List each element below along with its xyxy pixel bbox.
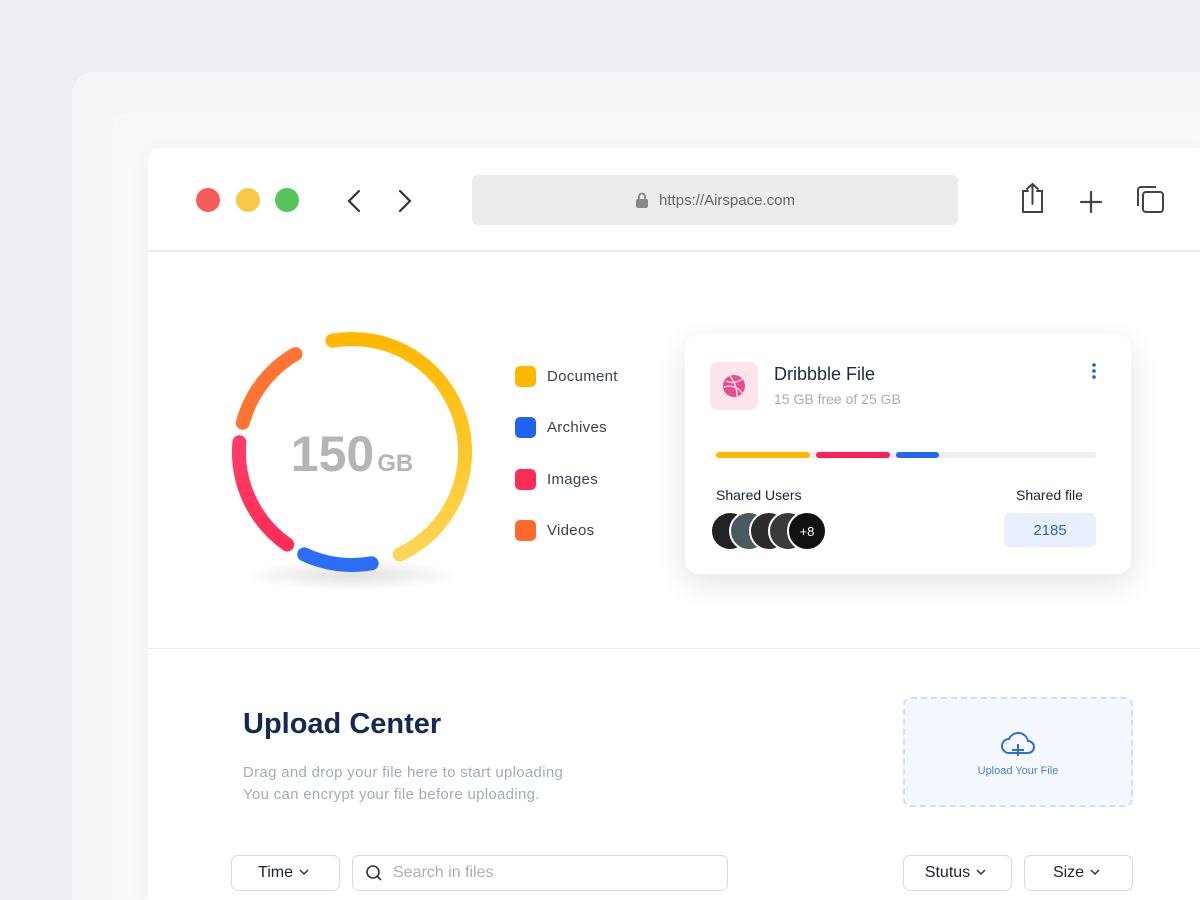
avatar-more[interactable]: +8 — [787, 511, 827, 551]
upload-title: Upload Center — [243, 708, 442, 740]
donut-segment-document — [325, 331, 473, 562]
legend-swatch — [515, 469, 536, 490]
section-divider — [148, 648, 1200, 649]
card-menu[interactable] — [1088, 362, 1100, 382]
total-value: 150 — [290, 426, 375, 482]
legend-item: Videos — [515, 520, 594, 541]
search-placeholder: Search in files — [393, 864, 494, 881]
toolbar-icons — [1022, 182, 1164, 214]
status-label: Stutus — [924, 864, 971, 881]
dribbble-ball — [723, 375, 745, 397]
upload-button-label: Upload Your File — [977, 765, 1059, 777]
size-filter[interactable]: Size — [1024, 855, 1133, 891]
share-icon[interactable] — [1022, 182, 1043, 213]
dribbble-icon — [710, 362, 758, 410]
size-label: Size — [1052, 864, 1085, 881]
usage-document — [716, 452, 810, 458]
shared-file-label: Shared file — [1016, 487, 1083, 503]
status-filter[interactable]: Stutus — [903, 855, 1012, 891]
nav-arrows[interactable] — [340, 186, 420, 216]
url: https://Airspace.com — [659, 191, 795, 209]
legend-item: Archives — [515, 417, 607, 438]
add-tab-icon[interactable] — [1079, 190, 1103, 214]
chevron — [976, 869, 986, 876]
time-filter[interactable]: Time — [231, 855, 340, 891]
maximize-button[interactable] — [275, 188, 299, 212]
legend-item: Images — [515, 469, 598, 490]
storage-donut — [231, 331, 473, 591]
address-bar[interactable]: https://Airspace.com — [472, 175, 958, 225]
lock-icon — [636, 192, 649, 208]
donut-segment-videos — [235, 347, 303, 430]
search-box[interactable]: Search in files — [352, 855, 728, 891]
search-icon — [366, 865, 382, 881]
forward-arrow[interactable] — [398, 189, 412, 213]
usage-images — [816, 452, 890, 458]
card-subtitle: 15 GB free of 25 GB — [774, 391, 901, 407]
donut-segment-images — [231, 435, 295, 552]
legend-swatch — [515, 366, 536, 387]
minimize-button[interactable] — [236, 188, 260, 212]
legend-swatch — [515, 417, 536, 438]
donut-shadow — [242, 559, 462, 591]
tabs-icon[interactable] — [1137, 186, 1164, 213]
upload-dropzone[interactable]: Upload Your File — [903, 697, 1133, 807]
usage-archives — [896, 452, 939, 458]
time-label: Time — [258, 864, 293, 881]
upload-cloud-icon — [1001, 731, 1035, 756]
shared-file-count: 2185 — [1004, 513, 1096, 547]
upload-description: You can encrypt your file before uploadi… — [243, 786, 540, 803]
legend-item: Document — [515, 366, 618, 387]
legend-swatch — [515, 520, 536, 541]
close-button[interactable] — [196, 188, 220, 212]
legend-label: Images — [547, 471, 598, 488]
more-count: +8 — [799, 523, 815, 539]
legend-label: Archives — [547, 419, 607, 436]
chevron — [299, 869, 309, 876]
total-unit: GB — [377, 450, 414, 477]
upload-description: Drag and drop your file here to start up… — [243, 764, 564, 781]
legend-label: Document — [547, 368, 618, 385]
legend-label: Videos — [547, 522, 595, 539]
chevron — [1090, 869, 1100, 876]
count-text: 2185 — [1033, 521, 1067, 539]
donut-segment-archives — [297, 547, 379, 572]
shared-users-label: Shared Users — [716, 487, 802, 503]
card-title: Dribbble File — [774, 364, 876, 384]
usage-bar — [716, 452, 1096, 458]
total-storage: 150 GB — [240, 425, 464, 483]
toolbar-divider — [148, 250, 1200, 252]
back-arrow[interactable] — [347, 189, 361, 213]
